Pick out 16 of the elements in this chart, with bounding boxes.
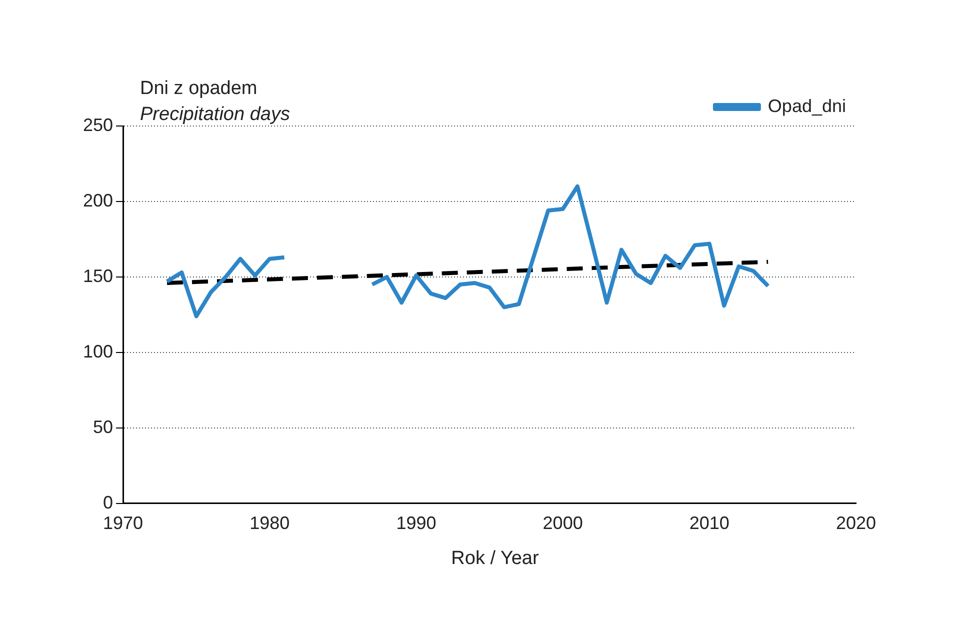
x-tick-label: 2010 bbox=[689, 513, 730, 534]
chart-title: Dni z opadem bbox=[140, 78, 258, 100]
y-tick-label: 250 bbox=[82, 114, 114, 135]
x-tick-label: 1990 bbox=[396, 513, 436, 534]
y-tick-label: 100 bbox=[82, 341, 114, 362]
x-tick-label: 1980 bbox=[250, 513, 290, 534]
x-tick-label: 1970 bbox=[103, 513, 144, 534]
x-tick-label: 2000 bbox=[542, 513, 583, 534]
y-tick-label: 200 bbox=[82, 190, 114, 210]
legend-label: Opad_dni bbox=[768, 96, 846, 116]
chart-subtitle: Precipitation days bbox=[140, 104, 290, 126]
x-axis-title: Rok / Year bbox=[450, 548, 540, 570]
x-tick-label: 2020 bbox=[836, 513, 876, 534]
y-tick-label: 50 bbox=[93, 416, 114, 437]
y-tick-label: 0 bbox=[103, 492, 114, 512]
y-tick-label: 150 bbox=[82, 266, 114, 286]
